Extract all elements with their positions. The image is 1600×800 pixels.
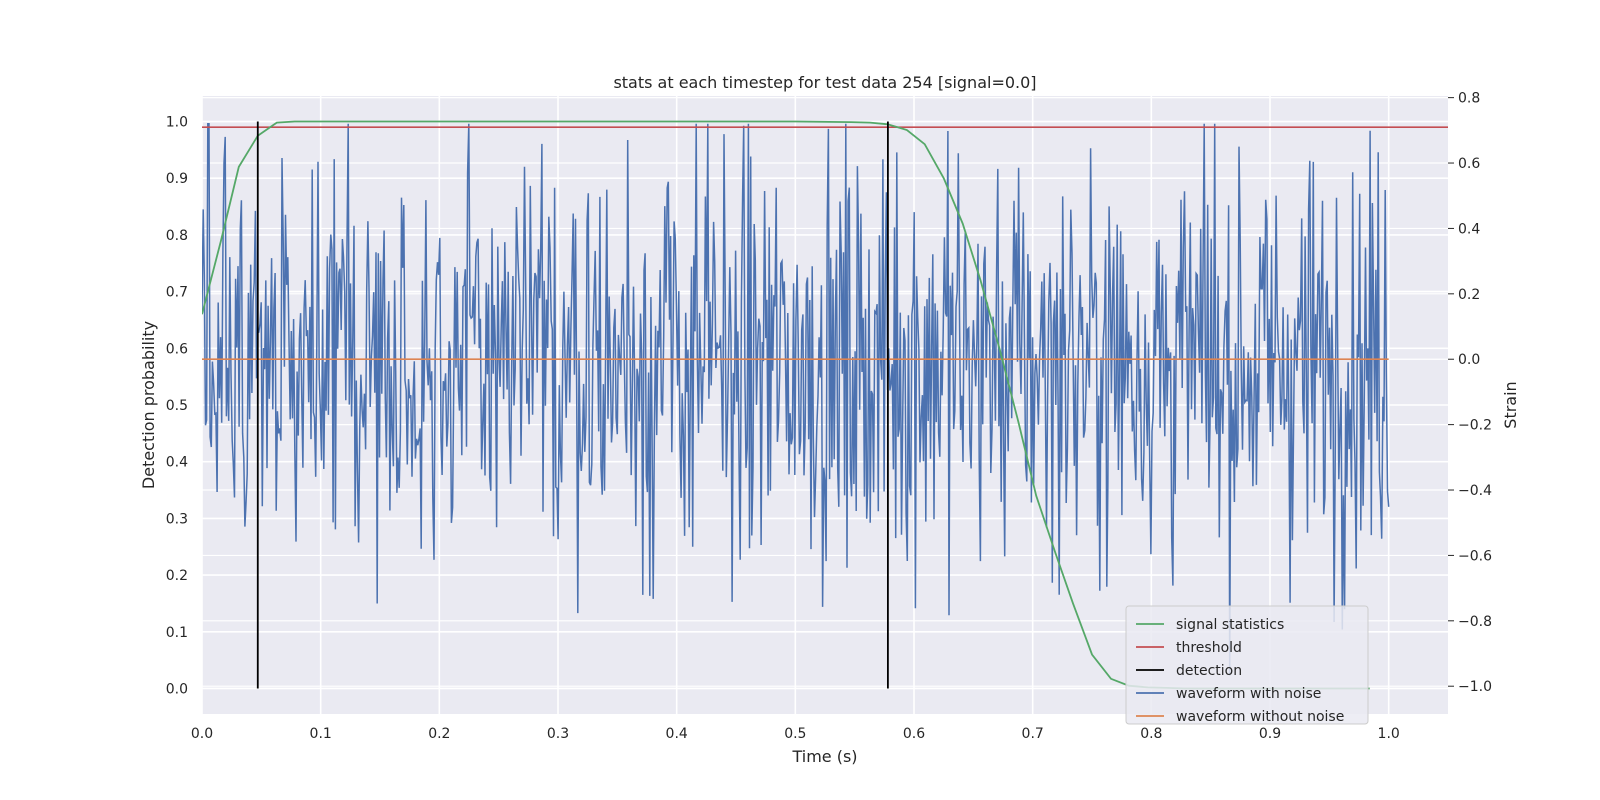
y2-tick-label: −0.4 (1458, 483, 1492, 499)
y-axis-label: Detection probability (139, 321, 158, 489)
y2-tick-label: −1.0 (1458, 679, 1492, 695)
x-axis-label: Time (s) (791, 747, 857, 766)
y2-tick-label: −0.8 (1458, 614, 1492, 630)
legend-label: threshold (1176, 640, 1242, 656)
x-tick-label: 0.9 (1259, 726, 1281, 742)
x-tick-label: 0.4 (666, 726, 688, 742)
x-tick-label: 0.5 (784, 726, 806, 742)
y2-tick-label: 0.0 (1458, 352, 1480, 368)
legend-label: signal statistics (1176, 617, 1284, 633)
y2-tick-label: −0.6 (1458, 548, 1492, 564)
y-tick-label: 0.1 (166, 625, 188, 641)
y2-tick-label: 0.6 (1458, 156, 1480, 172)
x-tick-label: 0.7 (1022, 726, 1044, 742)
x-tick-label: 0.0 (191, 726, 213, 742)
x-tick-label: 0.6 (903, 726, 925, 742)
y-axis-right: −1.0 −0.8 −0.6 −0.4 −0.2 0.0 0.2 0.4 0.6 0.8 (1448, 91, 1492, 695)
series-waveform-with-noise (202, 123, 1390, 676)
legend-box (1125, 605, 1369, 725)
y-tick-label: 1.0 (166, 115, 188, 131)
y-axis-left: 0.0 0.1 0.2 0.3 0.4 0.5 0.6 0.7 0.8 0.9 1.0 (166, 115, 188, 698)
legend-label: waveform without noise (1176, 709, 1344, 725)
chart-title: stats at each timestep for test data 254… (613, 73, 1036, 92)
x-tick-label: 1.0 (1378, 726, 1400, 742)
y2-tick-label: 0.2 (1458, 287, 1480, 303)
legend-label: waveform with noise (1176, 686, 1321, 702)
x-tick-label: 0.1 (310, 726, 332, 742)
y-tick-label: 0.5 (166, 398, 188, 414)
y-tick-label: 0.8 (166, 228, 188, 244)
y-tick-label: 0.7 (166, 285, 188, 301)
y-tick-label: 0.9 (166, 171, 188, 187)
y-tick-label: 0.2 (166, 568, 188, 584)
legend-label: detection (1176, 663, 1242, 679)
legend: signal statistics threshold detection wavef… (1125, 605, 1369, 725)
x-tick-label: 0.8 (1140, 726, 1162, 742)
y-tick-label: 0.3 (166, 511, 188, 527)
x-axis: 0.0 0.1 0.2 0.3 0.4 0.5 0.6 0.7 0.8 0.9 1.0 (191, 726, 1400, 742)
y2-tick-label: −0.2 (1458, 418, 1492, 434)
y-tick-label: 0.4 (166, 455, 188, 471)
x-tick-label: 0.2 (428, 726, 450, 742)
y-tick-label: 0.6 (166, 341, 188, 357)
y-tick-label: 0.0 (166, 681, 188, 697)
y2-tick-label: 0.4 (1458, 221, 1480, 237)
x-tick-label: 0.3 (547, 726, 569, 742)
y2-tick-label: 0.8 (1458, 91, 1480, 107)
y2-axis-label: Strain (1501, 381, 1520, 428)
